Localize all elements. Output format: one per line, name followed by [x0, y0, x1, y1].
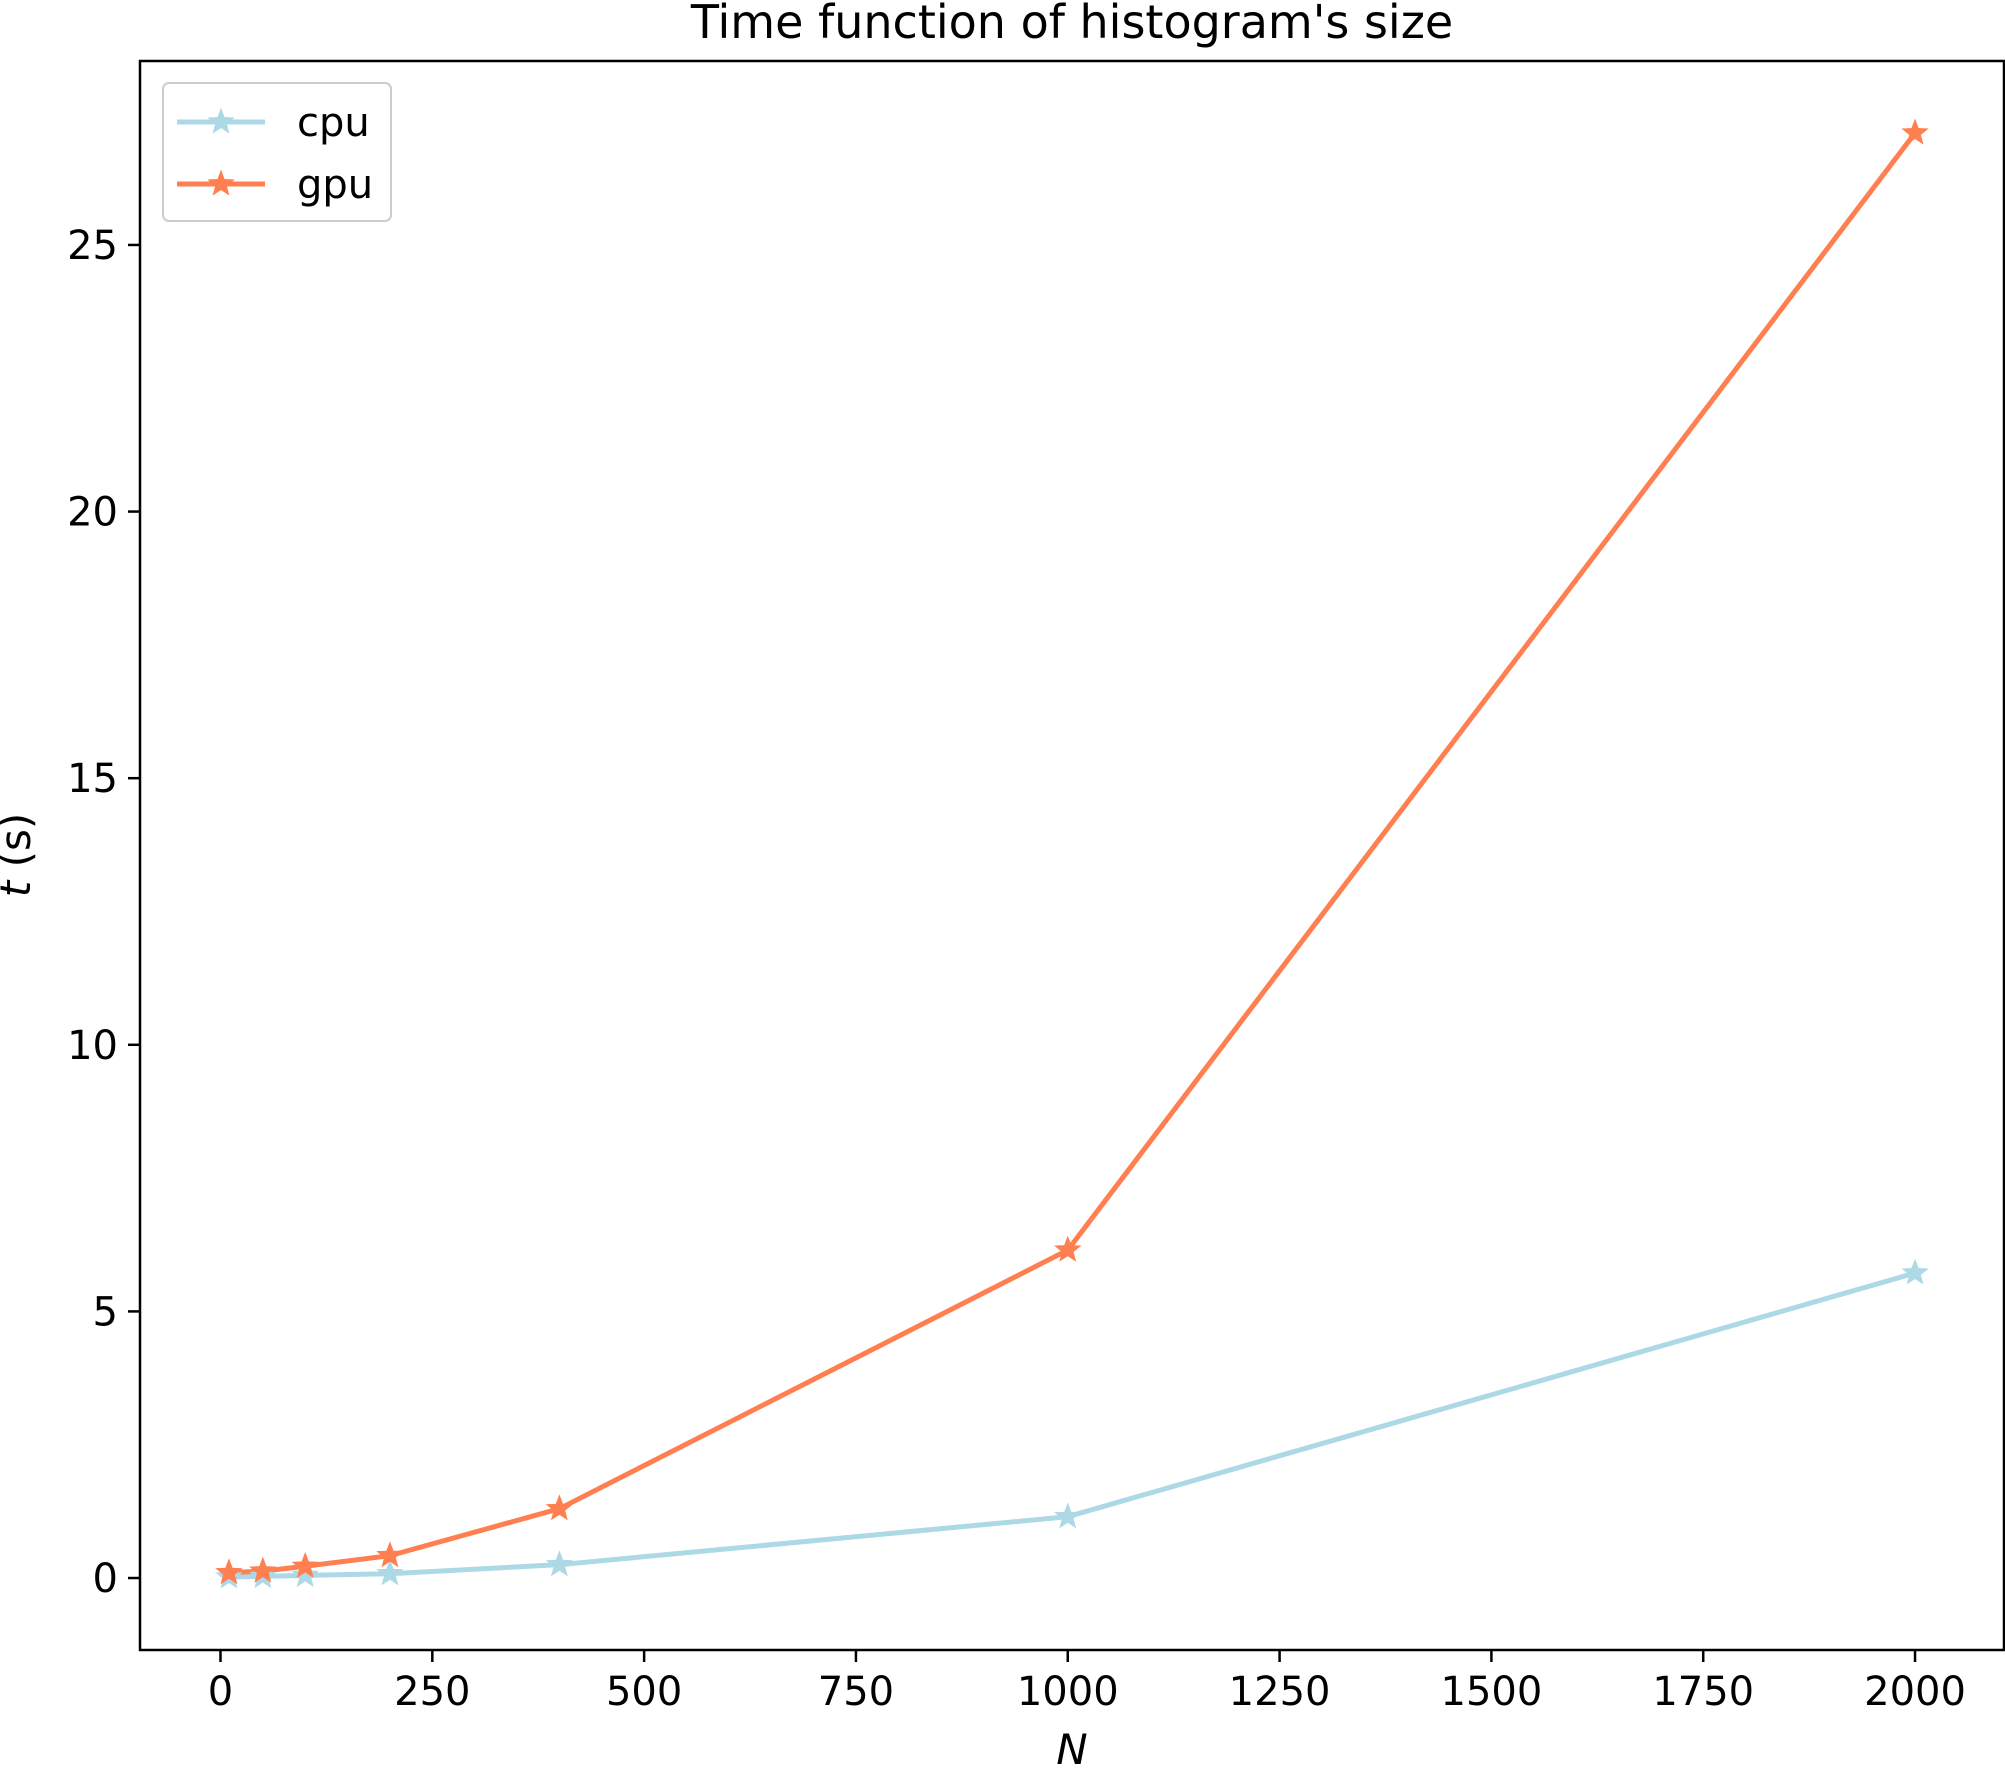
y-axis-label: t (s): [0, 813, 40, 897]
y-tick-label: 20: [67, 490, 118, 536]
y-tick-label: 15: [67, 756, 118, 802]
legend-label: gpu: [297, 162, 373, 208]
x-tick-label: 1500: [1441, 1669, 1543, 1715]
data-point-gpu: [1054, 1235, 1082, 1262]
x-axis-ticks: 0 250 500 750 1000 1250 1500 1750 2000: [208, 1650, 1966, 1715]
data-point-gpu: [1901, 118, 1929, 145]
data-point-cpu: [545, 1550, 574, 1577]
series-markers: [215, 118, 1929, 1589]
data-point-cpu: [376, 1559, 404, 1586]
data-point-cpu: [1901, 1258, 1929, 1285]
legend-star-marker: [207, 107, 235, 134]
x-tick-label: 1250: [1229, 1669, 1331, 1715]
data-point-gpu: [249, 1556, 277, 1583]
plot-area: [138, 59, 2005, 1652]
data-point-cpu: [1054, 1502, 1082, 1529]
data-point-gpu: [545, 1494, 574, 1521]
legend-star-marker: [207, 169, 235, 196]
x-tick-label: 500: [606, 1669, 682, 1715]
x-tick-label: 0: [208, 1669, 233, 1715]
legend: cpu gpu: [162, 82, 392, 222]
data-point-cpu: [291, 1560, 319, 1588]
x-axis-label: N: [1056, 1725, 1087, 1769]
x-tick-label: 750: [818, 1669, 894, 1715]
y-tick-label: 0: [93, 1556, 118, 1602]
y-tick-label: 10: [67, 1023, 118, 1069]
axes-frame: [138, 59, 2005, 1652]
data-point-gpu: [215, 1558, 243, 1585]
y-tick-label: 5: [93, 1289, 118, 1335]
x-tick-label: 1750: [1652, 1669, 1754, 1715]
chart-title: Time function of histogram's size: [690, 0, 1453, 49]
legend-item-cpu: cpu: [177, 100, 370, 146]
y-axis-ticks: 0 5 10 15 20 25: [67, 223, 140, 1602]
x-tick-label: 250: [394, 1669, 470, 1715]
legend-item-gpu: gpu: [177, 162, 373, 208]
legend-label: cpu: [297, 100, 370, 146]
x-tick-label: 1000: [1017, 1669, 1119, 1715]
y-tick-label: 25: [67, 223, 118, 269]
data-point-gpu: [376, 1541, 404, 1568]
x-tick-label: 2000: [1864, 1669, 1966, 1715]
data-point-gpu: [291, 1551, 319, 1578]
